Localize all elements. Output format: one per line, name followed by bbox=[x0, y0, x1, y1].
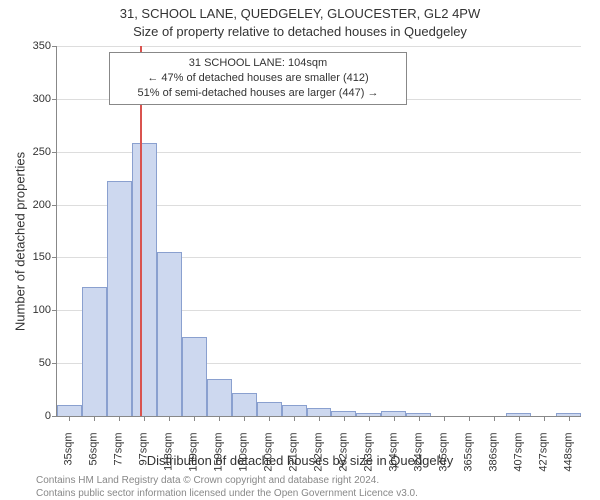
x-tick-mark bbox=[394, 416, 395, 421]
histogram-bar bbox=[82, 287, 107, 416]
y-tick-mark bbox=[52, 310, 57, 311]
histogram-bar bbox=[207, 379, 232, 416]
x-tick-label: 97sqm bbox=[139, 433, 150, 477]
x-tick-label: 448sqm bbox=[563, 433, 574, 477]
histogram-bar bbox=[182, 337, 207, 416]
x-tick-label: 221sqm bbox=[289, 433, 300, 477]
x-tick-label: 345sqm bbox=[438, 433, 449, 477]
y-axis-label: Number of detached properties bbox=[13, 92, 28, 392]
y-tick-label: 50 bbox=[21, 358, 51, 369]
x-tick-mark bbox=[169, 416, 170, 421]
x-tick-label: 56sqm bbox=[89, 433, 100, 477]
x-tick-label: 427sqm bbox=[538, 433, 549, 477]
x-tick-mark bbox=[544, 416, 545, 421]
y-tick-mark bbox=[52, 152, 57, 153]
x-tick-label: 324sqm bbox=[413, 433, 424, 477]
x-tick-label: 200sqm bbox=[264, 433, 275, 477]
x-tick-label: 365sqm bbox=[463, 433, 474, 477]
histogram-bar bbox=[257, 402, 282, 416]
x-tick-mark bbox=[194, 416, 195, 421]
x-tick-mark bbox=[344, 416, 345, 421]
x-tick-mark bbox=[144, 416, 145, 421]
x-tick-mark bbox=[369, 416, 370, 421]
x-tick-label: 35sqm bbox=[64, 433, 75, 477]
chart-container: 31, SCHOOL LANE, QUEDGELEY, GLOUCESTER, … bbox=[0, 0, 600, 500]
x-tick-mark bbox=[69, 416, 70, 421]
histogram-bar bbox=[157, 252, 182, 416]
y-tick-mark bbox=[52, 257, 57, 258]
histogram-bar bbox=[282, 405, 307, 416]
histogram-bar bbox=[107, 181, 132, 416]
y-tick-mark bbox=[52, 363, 57, 364]
plot-area: 05010015020025030035035sqm56sqm77sqm97sq… bbox=[56, 46, 581, 417]
x-tick-mark bbox=[219, 416, 220, 421]
x-tick-label: 159sqm bbox=[214, 433, 225, 477]
x-tick-label: 118sqm bbox=[164, 433, 175, 477]
y-tick-label: 0 bbox=[21, 411, 51, 422]
histogram-bar bbox=[307, 408, 332, 416]
annotation-line-3: 51% of semi-detached houses are larger (… bbox=[118, 86, 398, 101]
x-tick-mark bbox=[269, 416, 270, 421]
y-tick-label: 200 bbox=[21, 200, 51, 211]
y-tick-mark bbox=[52, 205, 57, 206]
x-tick-label: 139sqm bbox=[189, 433, 200, 477]
annotation-box: 31 SCHOOL LANE: 104sqm← 47% of detached … bbox=[109, 52, 407, 105]
x-tick-mark bbox=[319, 416, 320, 421]
x-tick-mark bbox=[519, 416, 520, 421]
y-tick-mark bbox=[52, 416, 57, 417]
annotation-line-1: 31 SCHOOL LANE: 104sqm bbox=[118, 56, 398, 71]
y-tick-mark bbox=[52, 46, 57, 47]
histogram-bar bbox=[57, 405, 82, 416]
x-tick-mark bbox=[294, 416, 295, 421]
annotation-line-2: ← 47% of detached houses are smaller (41… bbox=[118, 71, 398, 86]
x-tick-mark bbox=[444, 416, 445, 421]
gridline bbox=[57, 46, 581, 47]
y-tick-label: 150 bbox=[21, 252, 51, 263]
footer-copyright-1: Contains HM Land Registry data © Crown c… bbox=[36, 475, 379, 486]
x-tick-mark bbox=[119, 416, 120, 421]
x-tick-mark bbox=[469, 416, 470, 421]
x-tick-label: 77sqm bbox=[114, 433, 125, 477]
y-tick-label: 100 bbox=[21, 305, 51, 316]
x-tick-label: 262sqm bbox=[338, 433, 349, 477]
x-tick-mark bbox=[244, 416, 245, 421]
histogram-bar bbox=[232, 393, 257, 416]
chart-title-address: 31, SCHOOL LANE, QUEDGELEY, GLOUCESTER, … bbox=[0, 6, 600, 21]
y-tick-label: 350 bbox=[21, 41, 51, 52]
y-tick-label: 250 bbox=[21, 147, 51, 158]
y-tick-mark bbox=[52, 99, 57, 100]
x-tick-label: 180sqm bbox=[239, 433, 250, 477]
x-tick-label: 242sqm bbox=[314, 433, 325, 477]
y-tick-label: 300 bbox=[21, 94, 51, 105]
x-tick-mark bbox=[494, 416, 495, 421]
chart-subtitle: Size of property relative to detached ho… bbox=[0, 24, 600, 39]
x-tick-mark bbox=[94, 416, 95, 421]
x-tick-mark bbox=[419, 416, 420, 421]
x-tick-label: 283sqm bbox=[363, 433, 374, 477]
x-tick-mark bbox=[569, 416, 570, 421]
x-tick-label: 304sqm bbox=[388, 433, 399, 477]
histogram-bar bbox=[132, 143, 157, 416]
x-tick-label: 386sqm bbox=[488, 433, 499, 477]
x-tick-label: 407sqm bbox=[513, 433, 524, 477]
footer-copyright-2: Contains public sector information licen… bbox=[36, 488, 418, 499]
